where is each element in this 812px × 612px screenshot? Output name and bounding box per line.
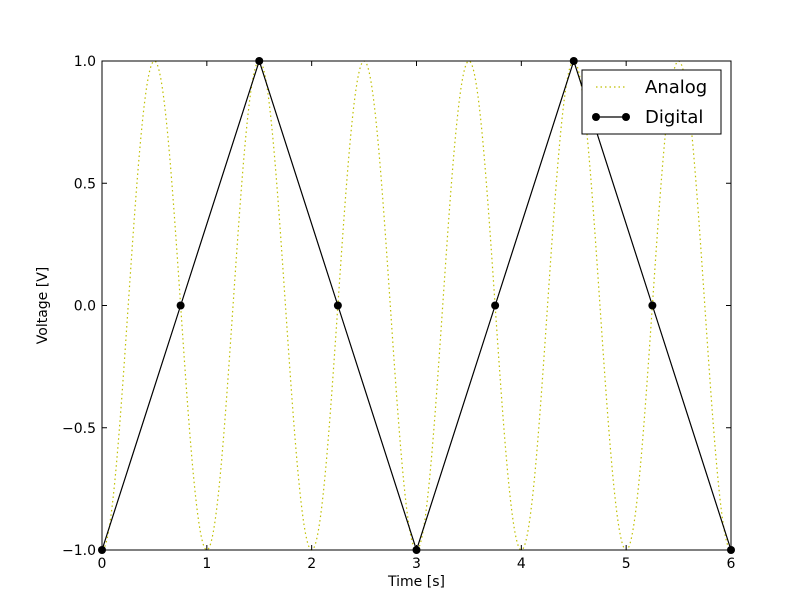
legend-analog-label: Analog — [645, 77, 707, 98]
y-tick-label: −1.0 — [62, 543, 96, 559]
legend-digital-marker-right — [622, 113, 630, 121]
series-digital-point — [491, 301, 500, 310]
series-digital-point — [648, 301, 657, 310]
legend: Analog Digital — [581, 69, 722, 135]
x-tick-label: 1 — [202, 556, 211, 572]
y-axis-label: Voltage [V] — [35, 267, 51, 344]
x-tick-label: 2 — [307, 556, 316, 572]
axis-ticks: 0 1 2 3 4 5 6 −1.0 −0.5 0.0 0.5 1.0 — [62, 54, 736, 572]
legend-digital-label: Digital — [645, 107, 703, 128]
x-tick-label: 6 — [727, 556, 736, 572]
series-digital-point — [333, 301, 342, 310]
legend-box — [581, 69, 722, 135]
x-tick-label: 3 — [412, 556, 421, 572]
x-tick-label: 5 — [622, 556, 631, 572]
x-tick-label: 0 — [98, 556, 107, 572]
y-tick-label: 0.0 — [74, 299, 96, 315]
y-tick-label: −0.5 — [62, 421, 96, 437]
y-tick-label: 1.0 — [74, 54, 96, 70]
x-axis-label: Time [s] — [387, 574, 445, 590]
legend-digital-marker-left — [592, 113, 600, 121]
y-tick-label: 0.5 — [74, 176, 96, 192]
series-digital-point — [176, 301, 185, 310]
x-tick-label: 4 — [517, 556, 526, 572]
